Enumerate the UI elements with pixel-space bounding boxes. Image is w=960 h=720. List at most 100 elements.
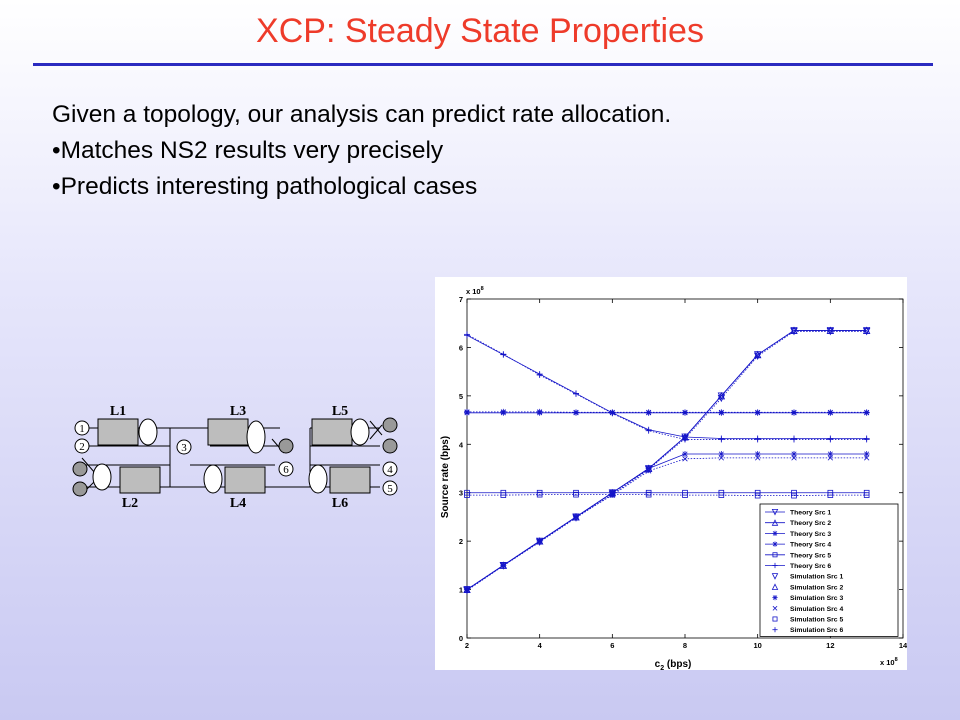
y-tick-label: 7 (459, 295, 463, 304)
data-point (645, 468, 652, 474)
label-l4: L4 (230, 496, 246, 511)
bullet-matches-ns2: •Matches NS2 results very precisely (52, 137, 444, 164)
data-point (572, 513, 580, 521)
y-exponent-label: x 108 (466, 286, 484, 296)
data-point (827, 436, 834, 443)
legend-entry: Simulation Src 5 (772, 617, 843, 624)
link-l5: L5 (311, 404, 370, 446)
legend-entry: Theory Src 5 (765, 552, 831, 559)
y-tick-label: 6 (459, 343, 463, 352)
label-l2: L2 (122, 496, 138, 511)
data-point (464, 492, 470, 498)
data-point (863, 455, 870, 461)
link-l6: L6 (308, 464, 371, 511)
y-tick-label: 3 (459, 489, 463, 498)
data-point (718, 409, 725, 416)
data-point (536, 372, 543, 379)
data-point (772, 530, 778, 536)
data-point (754, 409, 761, 416)
link-l4: L4 (203, 464, 266, 511)
data-point (826, 326, 834, 334)
legend-label: Simulation Src 4 (790, 606, 843, 613)
data-point (791, 450, 797, 457)
data-point (536, 537, 544, 545)
data-point (645, 491, 652, 498)
svg-text:2: 2 (79, 441, 85, 453)
y-axis-label: Source rate (bps) (440, 436, 451, 518)
data-point (771, 519, 779, 526)
data-point (682, 492, 688, 498)
x-tick-label: 8 (683, 641, 687, 650)
data-point (863, 450, 870, 457)
y-tick-label: 1 (459, 586, 463, 595)
series-12 (464, 331, 870, 443)
y-tick-label: 4 (459, 440, 464, 449)
series-line (466, 334, 867, 440)
data-point (791, 455, 797, 461)
svg-text:4: 4 (387, 464, 393, 476)
series-line (466, 457, 867, 590)
slide-body: Given a topology, our analysis can predi… (52, 97, 671, 205)
legend-entry: Theory Src 6 (765, 562, 831, 570)
svg-text:5: 5 (387, 483, 393, 495)
series-line (466, 334, 867, 439)
network-topology-diagram: L1 L2 L3 L4 L5 L6 1 2 3 4 (72, 404, 398, 511)
x-tick-label: 4 (538, 641, 543, 650)
data-point (573, 491, 579, 498)
series-11 (464, 491, 870, 499)
data-point (791, 409, 797, 416)
svg-text:1: 1 (79, 423, 85, 435)
data-point (754, 352, 762, 361)
data-point (609, 491, 616, 498)
series-layer (463, 326, 871, 595)
legend-label: Simulation Src 1 (790, 574, 843, 581)
legend-label: Theory Src 6 (790, 563, 831, 570)
data-point (500, 351, 507, 358)
data-point (718, 492, 725, 498)
y-tick-label: 2 (459, 537, 463, 546)
legend-label: Simulation Src 6 (790, 627, 843, 634)
series-line (466, 453, 867, 590)
legend-entry: Simulation Src 6 (772, 627, 843, 634)
bullet-pathological-cases: •Predicts interesting pathological cases (52, 173, 478, 200)
x-axis-label: c2 (bps) (655, 659, 692, 670)
legend-label: Theory Src 5 (790, 552, 831, 559)
link-l2: L2 (92, 463, 161, 511)
legend-entry: Theory Src 1 (765, 508, 831, 517)
body-line-intro: Given a topology, our analysis can predi… (52, 101, 672, 128)
data-point (771, 508, 779, 516)
data-point (464, 408, 470, 415)
data-point (772, 552, 778, 558)
data-point (645, 409, 652, 416)
legend-entry: Simulation Src 2 (771, 583, 843, 591)
y-tick-label: 5 (459, 392, 463, 401)
data-point (772, 595, 778, 601)
data-point (609, 410, 616, 417)
legend-label: Theory Src 4 (790, 542, 831, 549)
data-point (536, 538, 543, 544)
data-point (718, 450, 725, 457)
data-point (754, 455, 761, 461)
series-8 (463, 326, 871, 593)
data-point (608, 488, 616, 497)
data-point (772, 562, 778, 569)
data-point (791, 492, 797, 499)
legend-label: Theory Src 2 (790, 520, 831, 527)
data-point (754, 450, 761, 457)
legend-entry: Theory Src 4 (765, 541, 831, 549)
data-point (645, 427, 652, 434)
data-point (827, 450, 834, 457)
data-point (863, 492, 870, 498)
link-l3: L3 (207, 404, 266, 454)
x-tick-label: 10 (753, 641, 761, 650)
data-point (645, 464, 653, 472)
x-tick-label: 2 (465, 641, 469, 650)
data-point (536, 408, 543, 415)
svg-text:3: 3 (181, 442, 187, 454)
source-4: 4 (382, 461, 398, 477)
data-point (536, 491, 543, 498)
data-point (772, 541, 778, 547)
data-point (682, 436, 688, 443)
data-point (791, 489, 797, 496)
data-point (682, 456, 688, 462)
